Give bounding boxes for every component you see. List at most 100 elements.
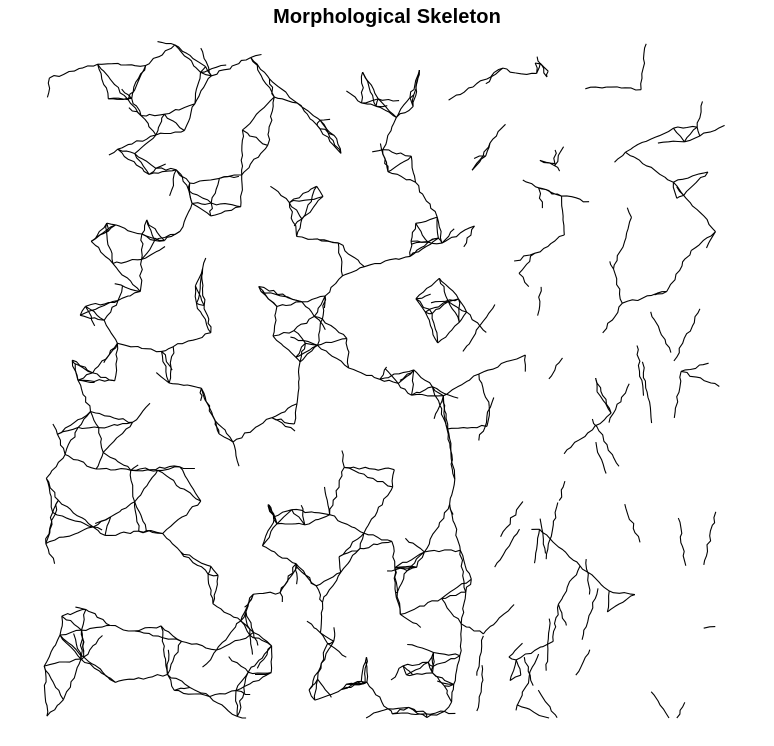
skeleton-branch	[472, 67, 504, 88]
skeleton-branch	[71, 360, 79, 381]
skeleton-branch	[432, 655, 461, 667]
skeleton-branch	[690, 231, 716, 252]
skeleton-branch	[666, 250, 692, 292]
skeleton-branch	[482, 604, 515, 635]
skeleton-spur	[256, 645, 272, 669]
skeleton-spur	[327, 643, 347, 658]
skeleton-branch	[602, 302, 623, 334]
skeleton-branch	[172, 332, 211, 348]
skeleton-spur	[609, 261, 614, 270]
skeleton-spur	[141, 246, 166, 260]
skeleton-spur	[306, 620, 321, 634]
skeleton-branch	[340, 548, 361, 573]
skeleton-branch	[192, 202, 212, 205]
skeleton-branch	[681, 370, 720, 387]
skeleton-branch	[212, 603, 242, 622]
skeleton-spur	[73, 633, 82, 660]
skeleton-branch	[45, 478, 54, 513]
skeleton-branch	[291, 508, 330, 516]
skeleton-branch	[45, 477, 59, 501]
skeleton-branch	[240, 594, 254, 622]
skeleton-branch	[97, 62, 146, 67]
skeleton-branch	[242, 96, 275, 131]
skeleton-branch	[167, 674, 191, 688]
skeleton-branch	[579, 565, 610, 592]
skeleton-branch	[140, 233, 144, 260]
skeleton-spur	[466, 311, 487, 333]
skeleton-branch	[85, 300, 119, 307]
skeleton-spur	[346, 90, 362, 104]
skeleton-branch	[626, 217, 633, 234]
skeleton-spur	[614, 151, 626, 163]
skeleton-branch	[72, 359, 93, 374]
skeleton-spur	[179, 466, 195, 470]
skeleton-branch	[471, 155, 487, 171]
skeleton-branch	[209, 202, 213, 217]
skeleton-branch	[200, 71, 212, 77]
skeleton-branch	[209, 696, 238, 717]
skeleton-fragment	[703, 511, 717, 565]
skeleton-branch	[534, 62, 538, 74]
skeleton-branch	[622, 290, 667, 304]
skeleton-fragment	[558, 480, 566, 501]
skeleton-branch	[232, 417, 273, 443]
skeleton-branch	[49, 63, 98, 79]
skeleton-branch	[415, 298, 433, 314]
skeleton-branch	[308, 689, 316, 701]
skeleton-branch	[258, 286, 278, 307]
skeleton-branch	[538, 187, 562, 197]
skeleton-branch	[90, 410, 133, 423]
skeleton-spur	[323, 486, 331, 515]
skeleton-branch	[189, 687, 210, 698]
skeleton-branch	[410, 369, 415, 396]
skeleton-spur	[250, 53, 262, 59]
skeleton-spur	[554, 146, 565, 167]
skeleton-branch	[432, 652, 435, 667]
skeleton-spur	[117, 285, 124, 301]
skeleton-branch	[112, 263, 141, 292]
skeleton-branch	[563, 412, 612, 455]
skeleton-branch	[561, 196, 565, 236]
skeleton-branch	[207, 573, 219, 577]
skeleton-branch	[279, 563, 297, 593]
skeleton-branch	[276, 522, 305, 526]
skeleton-branch	[314, 689, 342, 701]
skeleton-branch	[465, 579, 472, 593]
skeleton-spur	[514, 252, 536, 262]
skeleton-branch	[267, 96, 275, 146]
skeleton-branch	[437, 321, 460, 344]
skeleton-spur	[341, 450, 345, 468]
skeleton-branch	[92, 342, 118, 374]
skeleton-branch	[410, 156, 417, 183]
skeleton-branch	[64, 427, 79, 455]
skeleton-branch	[293, 403, 298, 425]
skeleton-branch	[409, 241, 429, 257]
skeleton-branch	[274, 96, 298, 104]
skeleton-branch	[316, 124, 342, 154]
skeleton-branch	[699, 124, 725, 137]
skeleton-branch	[683, 171, 709, 196]
skeleton-branch	[62, 658, 82, 700]
skeleton-spur	[703, 626, 716, 629]
skeleton-spur	[411, 237, 439, 245]
skeleton-fragment	[608, 383, 630, 423]
skeleton-branch	[329, 467, 345, 515]
skeleton-branch	[411, 393, 444, 397]
skeleton-spur	[52, 423, 58, 435]
skeleton-branch	[426, 710, 445, 719]
skeleton-spur	[404, 537, 425, 553]
skeleton-branch	[138, 530, 163, 535]
skeleton-branch	[77, 379, 92, 412]
skeleton-branch	[415, 223, 429, 243]
skeleton-branch	[180, 551, 209, 575]
skeleton-branch	[98, 421, 133, 429]
skeleton-branch	[295, 342, 306, 358]
skeleton-spur	[399, 369, 415, 381]
skeleton-branch	[262, 545, 297, 565]
skeleton-spur	[130, 464, 139, 471]
skeleton-branch	[397, 383, 412, 396]
skeleton-branch	[267, 504, 270, 507]
skeleton-branch	[212, 415, 234, 443]
skeleton-branch	[194, 72, 202, 104]
skeleton-branch	[557, 565, 581, 605]
